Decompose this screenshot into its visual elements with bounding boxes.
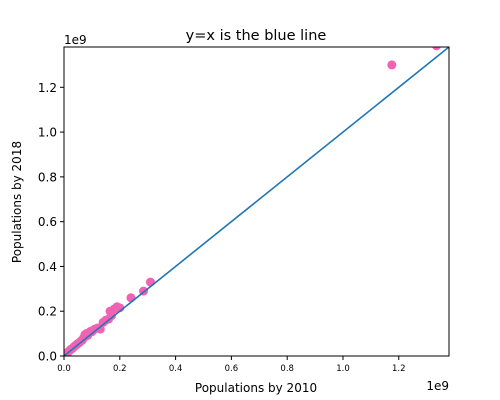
y-tick-label: 1.0 [38, 126, 57, 140]
plot-frame [63, 46, 450, 357]
y-tick-label: 0.2 [38, 305, 57, 319]
y-axis-label: Populations by 2018 [10, 141, 24, 263]
y-offset-label: 1e9 [64, 33, 87, 47]
x-tick-label: 0.4 [169, 364, 183, 374]
data-point [432, 47, 441, 51]
data-point [145, 277, 155, 287]
y-tick-label: 0.8 [38, 170, 57, 184]
reference-line [64, 47, 449, 356]
x-tick-label: 0.2 [113, 364, 127, 374]
y-tick-label: 0.6 [38, 215, 57, 229]
data-point [126, 293, 136, 303]
x-tick-label: 0.8 [280, 364, 294, 374]
x-tick-label: 0.6 [225, 364, 239, 374]
data-points [64, 47, 441, 356]
y-tick-label: 0.4 [38, 260, 57, 274]
y-axis-ticks: 0.0 0.2 0.4 0.6 0.8 1.0 1.2 [38, 81, 64, 364]
x-tick-label: 0.0 [57, 364, 71, 374]
y-tick-label: 0.0 [38, 350, 57, 364]
x-tick-label: 1.0 [336, 364, 350, 374]
x-tick-label: 1.2 [392, 364, 406, 374]
x-offset-label: 1e9 [426, 379, 449, 393]
y-tick-label: 1.2 [38, 81, 57, 95]
data-point [387, 60, 397, 70]
x-axis-label: Populations by 2010 [195, 381, 317, 395]
x-axis-ticks: 0.0 0.2 0.4 0.6 0.8 1.0 1.2 [57, 356, 406, 374]
chart-title: y=x is the blue line [186, 28, 327, 44]
